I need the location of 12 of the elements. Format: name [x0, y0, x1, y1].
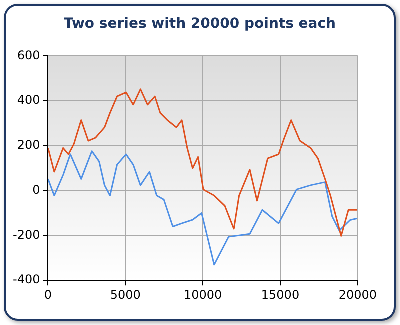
x-tick-label: 5000: [110, 288, 141, 302]
y-tick-label: -400: [13, 272, 40, 287]
y-tick-label: 200: [17, 138, 40, 152]
y-tick-label: 400: [17, 93, 40, 108]
chart-title: Two series with 20000 points each: [62, 16, 338, 32]
x-tick-label: 20000: [338, 288, 378, 302]
y-tick-label: 600: [17, 48, 40, 62]
y-tick-label: 0: [32, 182, 40, 197]
x-tick-label: 10000: [184, 288, 222, 302]
x-tick-label: 0: [44, 288, 52, 302]
x-tick-label: 15000: [261, 288, 300, 302]
y-tick-label: -200: [13, 228, 40, 242]
